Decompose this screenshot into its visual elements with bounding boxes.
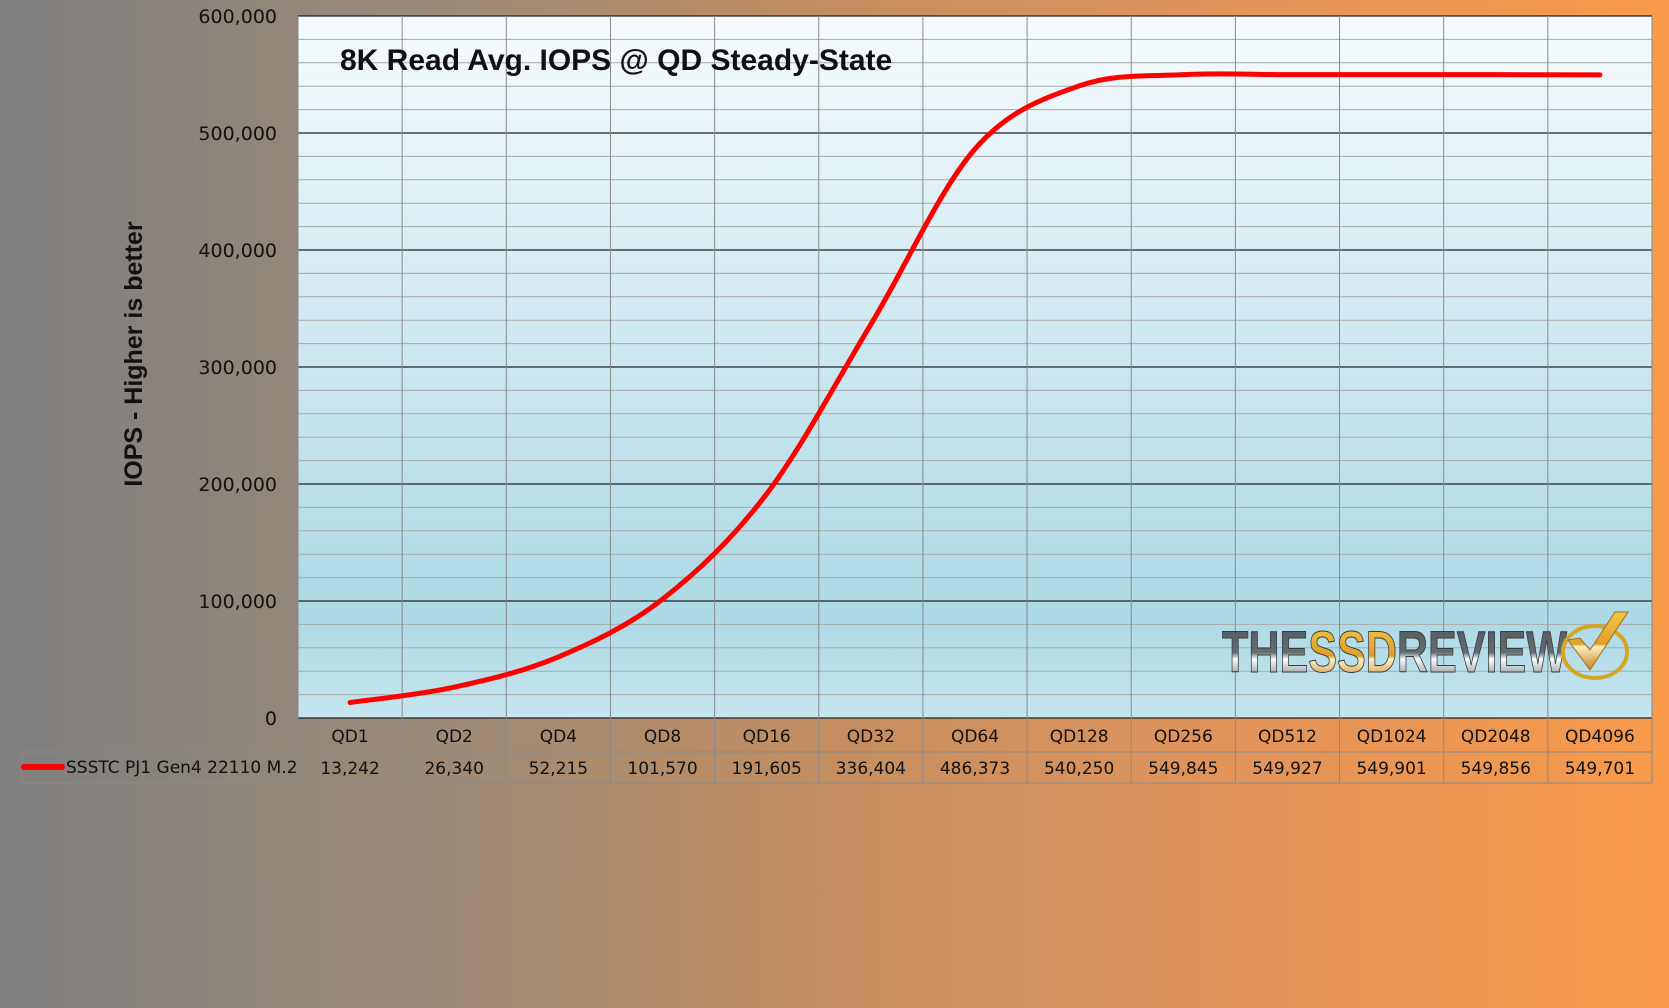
y-tick-label: 500,000 [198,123,277,145]
x-category-label: QD256 [1154,727,1213,747]
svg-text:THESSDREVIEW: THESSDREVIEW [1222,620,1567,685]
data-value-label: 336,404 [836,759,906,779]
x-category-label: QD128 [1050,727,1109,747]
data-value-label: 26,340 [424,759,483,779]
y-tick-label: 600,000 [198,6,277,28]
x-category-label: QD8 [644,727,681,747]
thessdreview-logo: THESSDREVIEW [1222,611,1629,686]
data-value-label: 101,570 [627,759,697,779]
x-category-label: QD4096 [1565,727,1635,747]
y-tick-label: 200,000 [198,474,277,496]
data-value-label: 549,901 [1356,759,1426,779]
x-category-label: QD1 [331,727,368,747]
data-value-label: 549,927 [1252,759,1322,779]
y-tick-label: 400,000 [198,240,277,262]
y-tick-label: 300,000 [198,357,277,379]
data-value-label: 52,215 [529,759,588,779]
x-category-label: QD512 [1258,727,1317,747]
series-line-ssstc-pj1 [347,71,1603,706]
data-value-label: 540,250 [1044,759,1114,779]
x-category-label: QD32 [847,727,895,747]
x-category-label: QD16 [743,727,791,747]
legend-label: SSSTC PJ1 Gen4 22110 M.2 [66,758,298,778]
x-category-label: QD2 [436,727,473,747]
x-category-label: QD1024 [1357,727,1427,747]
x-category-label: QD2048 [1461,727,1531,747]
data-value-label: 549,856 [1461,759,1531,779]
data-value-label: 549,701 [1565,759,1635,779]
y-tick-label: 100,000 [198,591,277,613]
x-category-label: QD64 [951,727,999,747]
y-tick-label: 0 [265,708,277,730]
data-value-label: 549,845 [1148,759,1218,779]
data-value-label: 13,242 [320,759,379,779]
data-value-label: 191,605 [732,759,802,779]
y-axis-label: IOPS - Higher is better [120,221,148,487]
x-category-label: QD4 [540,727,577,747]
data-value-label: 486,373 [940,759,1010,779]
chart-title: 8K Read Avg. IOPS @ QD Steady-State [340,44,892,77]
